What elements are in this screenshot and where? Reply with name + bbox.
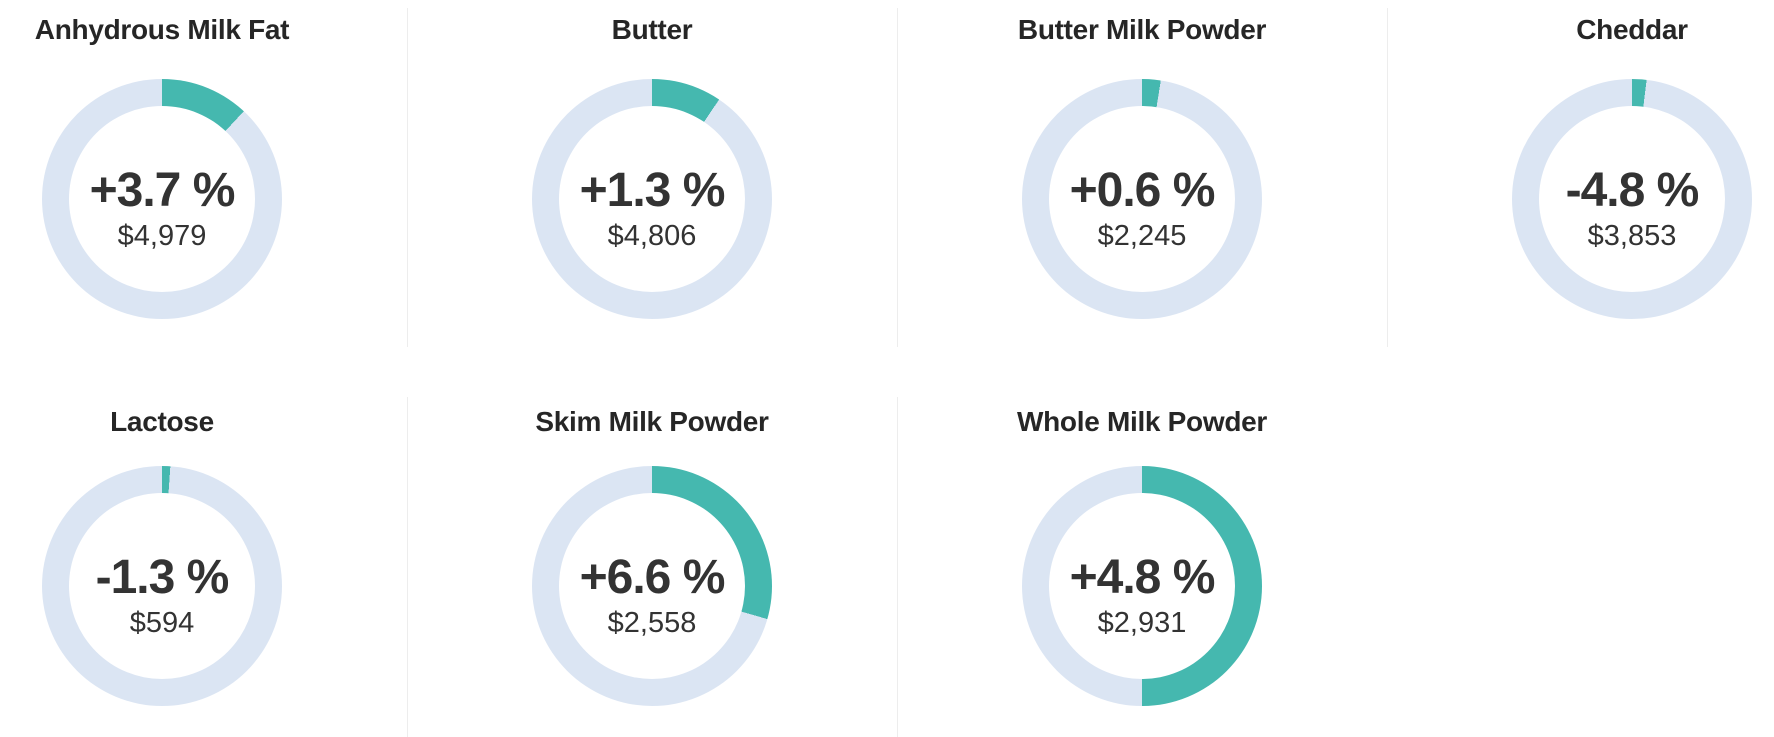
product-title: Skim Milk Powder: [535, 406, 769, 437]
donut-hole: +3.7 % $4,979: [69, 106, 255, 292]
column-divider: [1387, 8, 1388, 347]
price-value: $594: [129, 606, 195, 639]
product-card-skim-milk-powder: Skim Milk Powder +6.6 % $2,558: [407, 397, 897, 737]
column-divider: [407, 397, 408, 737]
donut-gauge: +1.3 % $4,806: [532, 79, 772, 319]
gauge-value-stack: -4.8 % $3,853: [1565, 163, 1700, 252]
donut-gauge: +4.8 % $2,931: [1022, 466, 1262, 706]
donut-gauge: +6.6 % $2,558: [532, 466, 772, 706]
column-divider: [897, 397, 898, 737]
product-title: Whole Milk Powder: [1016, 406, 1268, 437]
product-card-whole-milk-powder: Whole Milk Powder +4.8 % $2,931: [897, 397, 1387, 737]
price-value: $2,558: [607, 606, 697, 639]
column-divider: [407, 8, 408, 347]
price-value: $2,245: [1097, 219, 1187, 252]
product-card-butter: Butter +1.3 % $4,806: [407, 8, 897, 348]
gauge-value-stack: +4.8 % $2,931: [1069, 550, 1216, 639]
product-card-butter-milk-powder: Butter Milk Powder +0.6 % $2,245: [897, 8, 1387, 348]
product-card-anhydrous-milk-fat: Anhydrous Milk Fat +3.7 % $4,979: [0, 8, 407, 348]
donut-hole: +4.8 % $2,931: [1049, 493, 1235, 679]
change-percent: -1.3 %: [95, 550, 230, 604]
product-title: Lactose: [110, 406, 214, 437]
column-divider: [897, 8, 898, 347]
donut-hole: -4.8 % $3,853: [1539, 106, 1725, 292]
product-card-lactose: Lactose -1.3 % $594: [0, 397, 407, 737]
donut-hole: +6.6 % $2,558: [559, 493, 745, 679]
change-percent: +6.6 %: [579, 550, 726, 604]
donut-hole: +0.6 % $2,245: [1049, 106, 1235, 292]
donut-hole: +1.3 % $4,806: [559, 106, 745, 292]
gauge-value-stack: +0.6 % $2,245: [1069, 163, 1216, 252]
product-title: Cheddar: [1576, 14, 1688, 45]
gauge-value-stack: -1.3 % $594: [95, 550, 230, 639]
product-card-cheddar: Cheddar -4.8 % $3,853: [1387, 8, 1774, 348]
price-value: $3,853: [1587, 219, 1677, 252]
product-title: Anhydrous Milk Fat: [34, 14, 290, 45]
change-percent: -4.8 %: [1565, 163, 1700, 217]
donut-gauge: +3.7 % $4,979: [42, 79, 282, 319]
change-percent: +4.8 %: [1069, 550, 1216, 604]
donut-gauge: -4.8 % $3,853: [1512, 79, 1752, 319]
price-value: $2,931: [1097, 606, 1187, 639]
gauge-value-stack: +6.6 % $2,558: [579, 550, 726, 639]
gauge-value-stack: +1.3 % $4,806: [579, 163, 726, 252]
donut-gauge: -1.3 % $594: [42, 466, 282, 706]
change-percent: +1.3 %: [579, 163, 726, 217]
product-title: Butter Milk Powder: [1017, 14, 1267, 45]
price-value: $4,979: [117, 219, 207, 252]
gauge-value-stack: +3.7 % $4,979: [89, 163, 236, 252]
donut-gauge: +0.6 % $2,245: [1022, 79, 1262, 319]
change-percent: +0.6 %: [1069, 163, 1216, 217]
change-percent: +3.7 %: [89, 163, 236, 217]
donut-hole: -1.3 % $594: [69, 493, 255, 679]
price-value: $4,806: [607, 219, 697, 252]
product-title: Butter: [611, 14, 693, 45]
